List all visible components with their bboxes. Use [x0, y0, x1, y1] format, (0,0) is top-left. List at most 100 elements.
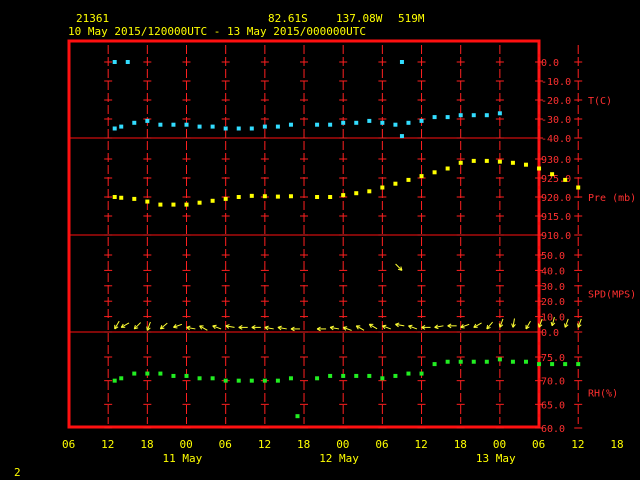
- x-tick-label: 12: [415, 438, 428, 451]
- pressure-point: [249, 193, 254, 198]
- pressure-point: [171, 202, 176, 207]
- y-axis-label: Pre (mb): [588, 193, 636, 204]
- pressure-point: [523, 162, 528, 167]
- wind-arrow: [512, 323, 516, 328]
- wind-arrow: [460, 324, 464, 328]
- y-tick-label: -40.0: [541, 134, 571, 145]
- wind-arrow: [564, 318, 569, 328]
- wind-arrow: [225, 324, 230, 327]
- wind-arrow: [369, 323, 378, 330]
- temperature-point: [171, 122, 176, 127]
- humidity-point: [171, 373, 176, 378]
- wind-arrow: [551, 317, 555, 326]
- humidity-point: [341, 373, 346, 378]
- wind-arrow: [434, 326, 439, 330]
- wind-arrow: [133, 322, 142, 330]
- humidity-point: [354, 373, 359, 378]
- wind-arrow: [538, 324, 543, 328]
- wind-arrow: [538, 318, 543, 328]
- wind-arrow: [564, 323, 566, 328]
- wind-arrow: [408, 325, 418, 330]
- pressure-point: [262, 194, 267, 199]
- wind-arrow: [114, 326, 119, 330]
- wind-arrow: [251, 325, 256, 328]
- wind-arrow: [499, 318, 504, 328]
- wind-arrow: [133, 324, 136, 330]
- temperature-point: [367, 118, 372, 123]
- temperature-point: [119, 124, 124, 129]
- y-tick-label: 910.0: [541, 231, 571, 242]
- temperature-point: [497, 111, 502, 116]
- humidity-point: [510, 359, 515, 364]
- y-tick-label: 20.0: [541, 297, 565, 308]
- wind-arrow: [382, 324, 387, 327]
- wind-arrow: [316, 328, 321, 332]
- wind-arrow: [290, 326, 295, 330]
- temperature-point: [184, 122, 189, 127]
- humidity-point: [249, 378, 254, 383]
- humidity-point: [406, 371, 411, 376]
- humidity-point: [288, 376, 293, 381]
- pressure-point: [497, 159, 502, 164]
- wind-arrow: [447, 325, 452, 329]
- x-day-label: 11 May: [163, 452, 203, 465]
- time-range: 10 May 2015/120000UTC - 13 May 2015/0000…: [68, 25, 366, 38]
- wind-arrow: [395, 322, 400, 325]
- pressure-point: [132, 196, 137, 201]
- wind-arrow: [251, 326, 256, 330]
- wind-arrow: [114, 320, 120, 330]
- wind-arrow: [186, 326, 196, 330]
- x-tick-label: 18: [297, 438, 310, 451]
- x-tick-label: 12: [571, 438, 584, 451]
- temperature-point: [399, 60, 404, 64]
- y-tick-label: 0.0: [541, 328, 559, 339]
- temperature-point: [458, 113, 463, 118]
- wind-arrow: [120, 323, 124, 328]
- pressure-point: [367, 189, 372, 194]
- x-tick-label: 00: [493, 438, 506, 451]
- wind-arrow: [460, 326, 465, 329]
- temperature-point: [275, 124, 280, 129]
- temperature-point: [125, 60, 130, 64]
- y-tick-label: -20.0: [541, 96, 571, 107]
- humidity-point: [275, 378, 280, 383]
- wind-arrow: [329, 326, 334, 331]
- wind-arrow: [473, 323, 477, 328]
- wind-arrow: [486, 321, 493, 330]
- wind-arrow: [277, 326, 287, 330]
- y-tick-label: 50.0: [541, 251, 565, 262]
- humidity-point: [550, 362, 555, 367]
- wind-arrow: [577, 323, 579, 328]
- wind-arrow: [199, 325, 203, 330]
- pressure-point: [223, 196, 228, 201]
- wind-arrow: [382, 325, 391, 330]
- station-id: 21361: [76, 12, 109, 25]
- data-marks: [112, 60, 582, 419]
- temperature-point: [132, 120, 137, 125]
- wind-arrow: [173, 326, 178, 329]
- wind-arrow: [277, 326, 282, 331]
- wind-arrow: [355, 325, 359, 330]
- y-tick-label: 915.0: [541, 212, 571, 223]
- temperature-point: [223, 126, 228, 131]
- latitude: 82.61S: [268, 12, 308, 25]
- wind-arrow: [264, 326, 274, 330]
- humidity-point: [262, 378, 267, 383]
- wind-arrow: [408, 325, 412, 330]
- wind-arrow: [498, 323, 501, 328]
- x-tick-label: 18: [610, 438, 623, 451]
- elevation: 519M: [398, 12, 425, 25]
- wind-arrow: [525, 320, 531, 330]
- y-tick-label: 60.0: [541, 424, 565, 435]
- humidity-point: [576, 362, 581, 367]
- wind-arrow: [225, 325, 235, 328]
- wind-arrow: [368, 324, 372, 328]
- y-tick-label: 75.0: [541, 353, 565, 364]
- humidity-point: [563, 362, 568, 367]
- pressure-point: [119, 195, 124, 200]
- wind-arrow: [238, 326, 243, 330]
- wind-arrow: [329, 325, 335, 328]
- humidity-point: [236, 378, 241, 383]
- wind-arrow: [160, 327, 165, 330]
- y-axis-label: SPD(MPS): [588, 290, 636, 301]
